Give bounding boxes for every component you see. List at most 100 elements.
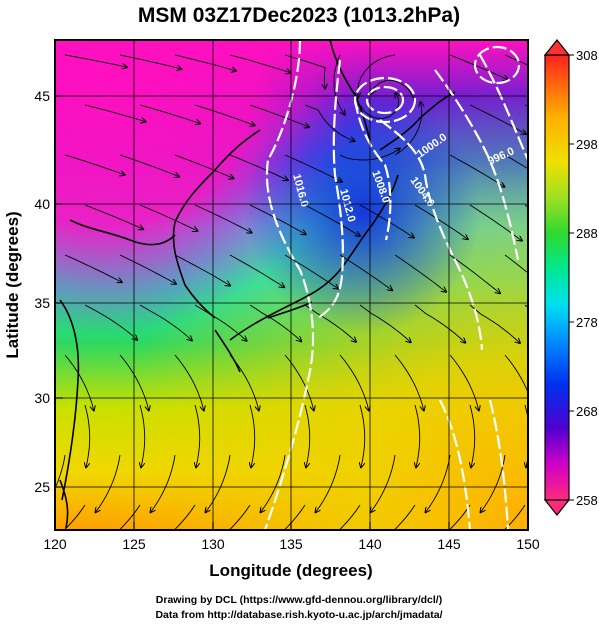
- isobar-1004: [379, 119, 484, 351]
- streamline: [284, 354, 314, 410]
- streamline: [469, 304, 520, 343]
- credit-line-drawing: Drawing by DCL (https://www.gfd-dennou.o…: [156, 594, 442, 606]
- coastline-korea-north: [174, 129, 261, 223]
- streamline: [84, 104, 146, 122]
- low-center-east: [473, 45, 521, 85]
- x-tick-label: 130: [201, 536, 225, 552]
- streamline: [229, 54, 291, 73]
- low-center-middle: [353, 76, 417, 124]
- streamline: [140, 404, 146, 467]
- streamline: [119, 54, 181, 69]
- streamline: [449, 54, 508, 80]
- y-tick-label: 35: [34, 295, 50, 311]
- streamline: [360, 404, 366, 467]
- isobar-south-1: [439, 399, 472, 530]
- streamline: [139, 104, 200, 124]
- streamline: [394, 354, 424, 410]
- streamline: [359, 93, 399, 119]
- streamline: [84, 304, 137, 340]
- y-tick-labels: 25 30 35 40 45: [34, 88, 50, 495]
- isobar-1012: [317, 59, 344, 319]
- low-center-inner: [365, 85, 405, 115]
- streamline: [359, 204, 414, 238]
- streamline: [206, 454, 231, 512]
- streamline: [261, 454, 286, 512]
- streamline: [371, 80, 416, 106]
- cold-air-japan-region: [55, 40, 528, 530]
- y-tick-label: 40: [34, 196, 50, 212]
- streamline: [194, 304, 247, 341]
- coastline-honshu: [229, 174, 399, 341]
- streamline: [194, 204, 252, 233]
- streamline: [449, 154, 504, 187]
- streamline: [64, 154, 125, 175]
- y-axis-ticks: [55, 95, 63, 488]
- y-tick-label: 30: [34, 390, 50, 406]
- streamline: [449, 254, 500, 293]
- streamline: [426, 454, 451, 512]
- streamline: [504, 154, 528, 170]
- coastline-hokkaido: [379, 91, 456, 151]
- colorbar-tick-label: 278: [576, 315, 598, 330]
- streamline: [229, 254, 284, 287]
- streamline: [174, 154, 234, 178]
- y-tick-label: 25: [34, 479, 50, 495]
- streamline: [174, 254, 230, 286]
- streamline: [304, 104, 355, 141]
- streamline: [304, 204, 360, 236]
- streamline: [119, 154, 179, 177]
- x-tick-label: 125: [122, 536, 146, 552]
- isobar-1008: [353, 99, 392, 241]
- isobar-996: [479, 54, 528, 161]
- streamline: [85, 404, 91, 467]
- x-axis-ticks: [54, 522, 529, 530]
- colorbar-gradient: [544, 54, 570, 501]
- streamline: [504, 54, 528, 66]
- streamline: [174, 354, 204, 410]
- x-tick-labels: 120 125 130 135 140 145 150: [43, 536, 540, 552]
- streamline: [339, 149, 400, 161]
- streamline: [119, 354, 149, 410]
- streamline: [414, 204, 468, 239]
- streamline: [249, 104, 309, 127]
- streamline: [284, 254, 338, 289]
- coastline-kyushu: [214, 329, 241, 373]
- streamline: [415, 404, 421, 467]
- colorbar-tick-label: 298: [576, 137, 598, 152]
- map-title: MSM 03Z17Dec2023 (1013.2hPa): [138, 4, 460, 27]
- streamline: [394, 254, 446, 292]
- streamline: [174, 54, 236, 71]
- x-tick-label: 120: [43, 536, 67, 552]
- streamline: [284, 54, 325, 89]
- streamline: [194, 104, 255, 125]
- streamline: [249, 204, 306, 234]
- colorbar: 308 298 288 278 268 258: [543, 39, 598, 516]
- streamline: [284, 154, 342, 182]
- streamline: [358, 54, 396, 98]
- streamline: [339, 354, 369, 410]
- streamline: [339, 254, 392, 290]
- streamline: [229, 354, 259, 410]
- colorbar-tick-label: 288: [576, 226, 598, 241]
- streamline: [394, 102, 422, 156]
- streamline: [333, 54, 345, 115]
- streamline: [449, 354, 479, 410]
- colorbar-tick-label: 268: [576, 404, 598, 419]
- x-tick-label: 150: [516, 536, 540, 552]
- streamline: [414, 304, 465, 343]
- x-tick-label: 145: [437, 536, 461, 552]
- isobar-1016: [263, 40, 315, 530]
- streamline: [305, 404, 311, 467]
- streamline: [359, 304, 411, 342]
- streamline: [504, 354, 528, 394]
- coastline-china-east: [59, 299, 80, 501]
- streamline: [504, 254, 528, 274]
- y-axis-label: Latitude (degrees): [3, 211, 22, 358]
- coastline-taiwan: [59, 479, 69, 529]
- streamline: [371, 454, 396, 512]
- streamline: [64, 254, 122, 282]
- grid-lines: [55, 40, 528, 530]
- streamline: [96, 454, 121, 512]
- streamline: [304, 304, 356, 342]
